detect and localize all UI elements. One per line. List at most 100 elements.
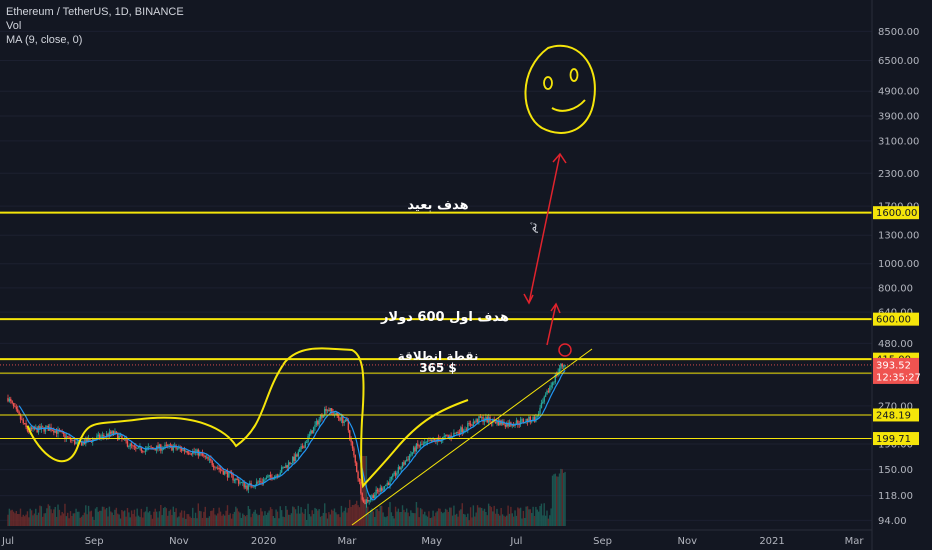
candles — [7, 362, 566, 508]
candle-body — [46, 425, 48, 428]
volume-bar — [264, 511, 266, 526]
volume-bar — [350, 506, 352, 526]
candle-body — [287, 462, 290, 468]
candle-body — [114, 431, 116, 434]
candle-body — [233, 480, 236, 481]
volume-bar — [492, 511, 494, 526]
candle-body — [344, 419, 347, 422]
volume-bar — [224, 515, 226, 526]
candle-body — [169, 444, 172, 446]
grid — [0, 30, 872, 521]
candle-body — [430, 440, 433, 442]
trend-line — [351, 348, 593, 526]
volume-bar — [148, 511, 151, 526]
volume-bar — [64, 503, 66, 526]
candle-body — [222, 471, 225, 475]
candle-body — [211, 460, 213, 466]
current-price-tag — [873, 357, 919, 384]
candle-body — [347, 420, 350, 431]
candle-body — [207, 456, 209, 460]
volume-bar — [121, 510, 123, 526]
candle-body — [282, 467, 284, 469]
candle-body — [303, 447, 305, 449]
candle-body — [55, 430, 58, 434]
level-tag — [873, 206, 919, 220]
candle-body — [558, 368, 561, 372]
volume-bar — [451, 515, 454, 526]
candle-body — [399, 467, 401, 470]
candle-body — [512, 425, 515, 427]
candle-body — [465, 429, 468, 431]
volume-bar — [228, 514, 230, 526]
volume-bar — [304, 508, 306, 526]
volume-bar — [507, 505, 509, 526]
volume-bar — [394, 506, 397, 526]
volume-bar — [521, 518, 523, 526]
volume-bar — [430, 517, 433, 526]
price-axis[interactable]: 8500.00 6500.00 4900.00 3900.00 3100.00 2300.… — [871, 0, 932, 550]
candle-body — [504, 424, 507, 427]
volume-bar — [411, 512, 413, 526]
volume-bar — [444, 508, 447, 526]
volume-bar — [429, 517, 432, 526]
candle-body — [44, 427, 47, 432]
volume-bar — [219, 511, 222, 526]
volume-bar — [564, 471, 566, 526]
volume-bars — [7, 456, 566, 526]
volume-bar — [490, 507, 493, 526]
candle-body — [272, 478, 275, 480]
candle-body — [526, 419, 529, 423]
time-tick-label: Jul — [1, 536, 14, 547]
candle-body — [212, 465, 215, 468]
volume-bar — [426, 516, 429, 526]
volume-bar — [151, 518, 154, 526]
candle-body — [225, 471, 227, 473]
volume-bar — [282, 516, 284, 526]
volume-bar — [93, 520, 95, 526]
volume-bar — [119, 518, 122, 526]
candle-body — [536, 415, 538, 417]
volume-bar — [531, 512, 533, 526]
volume-bar — [250, 517, 252, 526]
candle-body — [461, 427, 463, 433]
candle-body — [101, 434, 104, 437]
candle-body — [525, 419, 527, 423]
candle-body — [183, 449, 186, 452]
volume-bar — [450, 507, 452, 526]
candle-body — [132, 445, 134, 447]
time-axis[interactable]: Jul Sep Nov 2020 Mar May Jul Sep Nov 2021 Mar — [0, 529, 872, 547]
candle-body — [105, 433, 108, 437]
horizontal-levels[interactable] — [0, 211, 872, 440]
vol-indicator-label[interactable]: Vol — [6, 20, 22, 32]
volume-bar — [179, 512, 181, 526]
volume-bar — [164, 506, 166, 526]
volume-bar — [299, 513, 301, 526]
volume-bar — [253, 511, 255, 526]
candle-body — [98, 434, 101, 439]
volume-bar — [58, 509, 61, 526]
candle-body — [472, 421, 475, 426]
candle-body — [560, 363, 562, 369]
volume-bar — [57, 504, 59, 526]
volume-bar — [289, 514, 291, 526]
volume-bar — [412, 513, 415, 526]
volume-bar — [283, 517, 286, 526]
price-tick-label: 4900.00 — [878, 87, 919, 98]
ma-indicator-label[interactable]: MA (9, close, 0) — [6, 34, 83, 46]
volume-bar — [190, 517, 193, 526]
volume-bar — [419, 508, 422, 526]
candle-body — [357, 471, 359, 479]
volume-bar — [187, 514, 190, 526]
candle-body — [550, 385, 552, 388]
smiley-eye-right — [569, 68, 579, 82]
volume-bar — [133, 509, 136, 526]
volume-bar — [303, 513, 305, 526]
volume-bar — [165, 508, 168, 526]
candle-body — [424, 442, 426, 444]
volume-bar — [229, 513, 231, 526]
volume-bar — [168, 511, 170, 526]
volume-bar — [390, 512, 393, 526]
candle-body — [161, 449, 163, 451]
volume-bar — [154, 508, 156, 526]
